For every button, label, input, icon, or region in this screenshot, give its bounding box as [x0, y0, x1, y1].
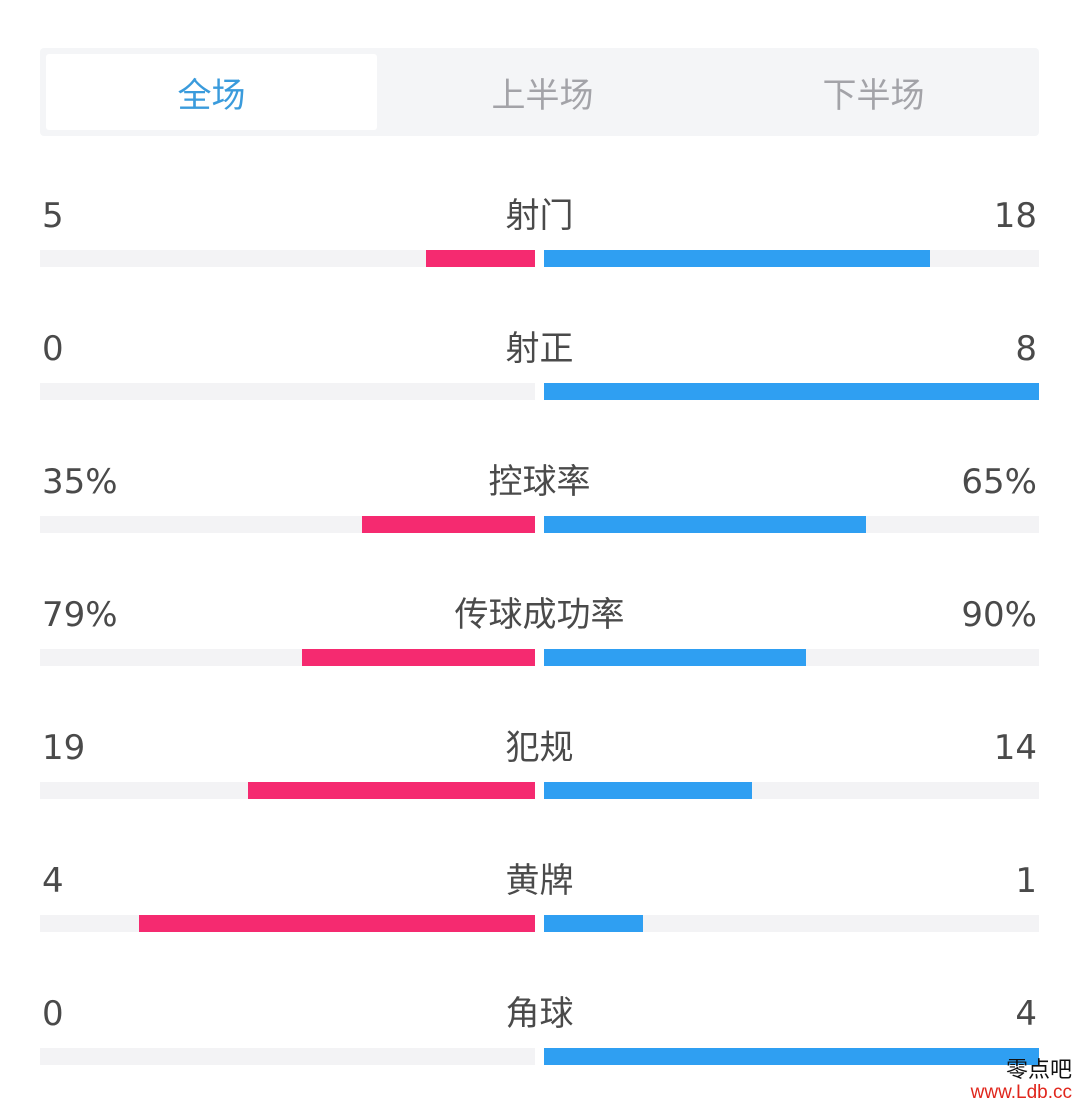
home-bar-track — [40, 915, 535, 932]
away-value: 90% — [961, 595, 1037, 635]
home-bar — [426, 250, 535, 267]
stat-label: 射门 — [505, 196, 574, 236]
away-bar — [544, 782, 752, 799]
home-bar — [139, 915, 535, 932]
home-bar-track — [40, 516, 535, 533]
away-bar — [544, 649, 807, 666]
away-bar — [544, 250, 931, 267]
home-bar-track — [40, 1048, 535, 1065]
stat-possession: 35% 控球率 65% — [40, 460, 1039, 550]
home-bar — [302, 649, 535, 666]
home-value: 0 — [42, 994, 64, 1034]
stat-fouls: 19 犯规 14 — [40, 726, 1039, 816]
stat-shots: 5 射门 18 — [40, 194, 1039, 284]
watermark: 零点吧 www.Ldb.cc — [970, 1057, 1072, 1104]
away-value: 65% — [961, 462, 1037, 502]
away-bar — [544, 383, 1039, 400]
home-value: 4 — [42, 861, 64, 901]
tab-second-half[interactable]: 下半场 — [822, 75, 925, 116]
home-value: 19 — [42, 728, 86, 768]
watermark-url: www.Ldb.cc — [970, 1082, 1072, 1104]
away-bar-track — [544, 250, 1039, 267]
away-value: 8 — [1015, 329, 1037, 369]
home-bar-track — [40, 782, 535, 799]
away-bar-track — [544, 782, 1039, 799]
home-bar — [361, 516, 535, 533]
stat-pass-accuracy: 79% 传球成功率 90% — [40, 593, 1039, 683]
watermark-name: 零点吧 — [1005, 1057, 1072, 1083]
stat-corners: 0 角球 4 — [40, 992, 1039, 1082]
away-bar-track — [544, 383, 1039, 400]
away-bar — [544, 915, 643, 932]
away-bar-track — [544, 516, 1039, 533]
stat-label: 黄牌 — [505, 861, 574, 901]
tab-first-half[interactable]: 上半场 — [491, 75, 594, 116]
home-bar-track — [40, 383, 535, 400]
away-value: 18 — [993, 196, 1037, 236]
away-value: 4 — [1015, 994, 1037, 1034]
period-tabs: 全场 上半场 下半场 — [40, 48, 1039, 136]
home-value: 35% — [42, 462, 118, 502]
stat-label: 角球 — [505, 994, 574, 1034]
stat-label: 犯规 — [505, 728, 574, 768]
stat-label: 传球成功率 — [454, 595, 625, 635]
away-bar — [544, 516, 866, 533]
home-bar — [247, 782, 535, 799]
home-value: 79% — [42, 595, 118, 635]
home-value: 0 — [42, 329, 64, 369]
tab-full-match[interactable]: 全场 — [46, 54, 377, 130]
home-bar-track — [40, 250, 535, 267]
away-bar-track — [544, 915, 1039, 932]
away-bar-track — [544, 649, 1039, 666]
away-value: 1 — [1015, 861, 1037, 901]
stat-shots-on-target: 0 射正 8 — [40, 327, 1039, 417]
home-value: 5 — [42, 196, 64, 236]
away-bar-track — [544, 1048, 1039, 1065]
home-bar-track — [40, 649, 535, 666]
stat-yellow-cards: 4 黄牌 1 — [40, 859, 1039, 949]
away-value: 14 — [993, 728, 1037, 768]
stat-label: 射正 — [505, 329, 574, 369]
stat-label: 控球率 — [488, 462, 591, 502]
away-bar — [544, 1048, 1039, 1065]
